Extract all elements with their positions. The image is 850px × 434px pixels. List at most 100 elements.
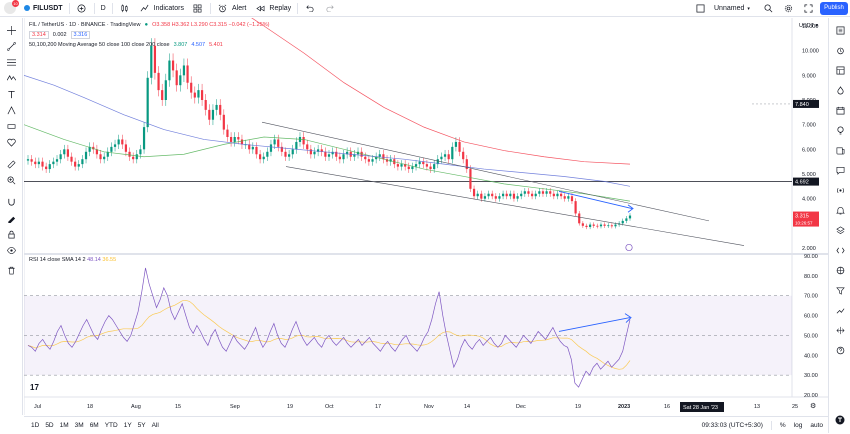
- candle-body: [135, 154, 138, 160]
- crosshair-icon[interactable]: [5, 24, 17, 36]
- replay-button[interactable]: Replay: [250, 0, 295, 17]
- ideas-icon[interactable]: [834, 124, 846, 136]
- time-tick: 13: [754, 404, 760, 410]
- streams-icon[interactable]: [834, 184, 846, 196]
- layout-name-label: Unnamed: [714, 5, 745, 12]
- logo-icon[interactable]: [834, 414, 846, 426]
- pattern-icon[interactable]: [5, 72, 17, 84]
- alerts-icon[interactable]: [834, 44, 846, 56]
- chat-icon[interactable]: [834, 164, 846, 176]
- candle-body: [45, 166, 48, 170]
- auto-toggle[interactable]: auto: [810, 422, 823, 429]
- candle-body: [621, 220, 624, 224]
- pine-icon[interactable]: [834, 244, 846, 256]
- expand-icon[interactable]: [834, 324, 846, 336]
- redo-button[interactable]: [320, 0, 340, 17]
- clock[interactable]: 09:33:03 (UTC+5:30): [701, 422, 763, 429]
- candle-body: [157, 72, 160, 91]
- log-toggle[interactable]: log: [793, 422, 803, 429]
- zoom-in-icon[interactable]: [5, 174, 17, 186]
- chart-type-button[interactable]: [115, 0, 135, 17]
- add-symbol-button[interactable]: [72, 0, 92, 17]
- candle-body: [418, 161, 421, 165]
- trading-panel-icon[interactable]: [834, 304, 846, 316]
- prediction-icon[interactable]: [5, 104, 17, 116]
- candle-body: [512, 193, 516, 199]
- candle-body: [574, 201, 577, 214]
- top-toolbar: 10 FILUSDT D Indicators Alert: [0, 0, 850, 17]
- measure-icon[interactable]: [5, 120, 17, 132]
- data-window-icon[interactable]: [834, 64, 846, 76]
- eye-icon[interactable]: [5, 244, 17, 256]
- rsi-legend: RSI 14 close SMA 14 2 48.14 36.55: [29, 257, 116, 263]
- news-icon[interactable]: [834, 144, 846, 156]
- candle-body: [81, 159, 84, 165]
- trendline-icon[interactable]: [5, 40, 17, 52]
- layout-name[interactable]: Unnamed ▾: [710, 0, 758, 17]
- notifications-icon[interactable]: [834, 204, 846, 216]
- layout-button[interactable]: [690, 0, 710, 17]
- ma-indicator-label: 50,100,200 Moving Average 50 close 100 c…: [29, 42, 170, 48]
- text-icon[interactable]: [5, 88, 17, 100]
- undo-button[interactable]: [300, 0, 320, 17]
- range-5d[interactable]: 5D: [45, 421, 54, 429]
- favorite-icon[interactable]: [5, 136, 17, 148]
- trash-icon[interactable]: [5, 264, 17, 276]
- hotlist-icon[interactable]: [834, 84, 846, 96]
- percent-toggle[interactable]: %: [779, 422, 786, 429]
- candle-body: [480, 193, 483, 199]
- range-3m[interactable]: 3M: [74, 421, 84, 429]
- magnet-icon[interactable]: [5, 196, 17, 208]
- candle-body: [592, 224, 595, 226]
- watchlist-icon[interactable]: [834, 24, 846, 36]
- publish-button[interactable]: Publish: [820, 2, 848, 15]
- screener-icon[interactable]: [834, 284, 846, 296]
- ma200-value: 5.401: [209, 42, 223, 48]
- candle-body: [277, 139, 280, 147]
- alert-button[interactable]: Alert: [213, 0, 250, 17]
- candle-body: [476, 193, 479, 197]
- sell-button[interactable]: 3.314: [29, 31, 49, 39]
- object-tree-icon[interactable]: [834, 264, 846, 276]
- symbol-search[interactable]: FILUSDT: [20, 0, 67, 17]
- candle-body: [411, 166, 414, 170]
- candle-body: [175, 70, 178, 86]
- candle-body: [92, 146, 95, 150]
- range-all[interactable]: All: [151, 421, 159, 429]
- ruler-icon[interactable]: [5, 158, 17, 170]
- search-button[interactable]: [758, 0, 778, 17]
- indicators-button[interactable]: Indicators: [135, 0, 188, 17]
- range-5y[interactable]: 5Y: [137, 421, 146, 429]
- range-ytd[interactable]: YTD: [104, 421, 118, 429]
- candle-body: [150, 45, 153, 78]
- templates-button[interactable]: [188, 0, 208, 17]
- fib-icon[interactable]: [5, 56, 17, 68]
- candle-body: [596, 225, 599, 227]
- candle-body: [291, 149, 294, 155]
- avatar[interactable]: 10: [0, 0, 20, 17]
- layers-icon[interactable]: [834, 224, 846, 236]
- candle-body: [320, 149, 323, 152]
- candle-body: [422, 161, 425, 165]
- candle-body: [34, 161, 37, 165]
- settings-button[interactable]: [778, 0, 798, 17]
- help-icon[interactable]: [834, 344, 846, 356]
- bottom-toolbar: 1D 5D 1M 3M 6M YTD 1Y 5Y All 09:33:03 (UTC+5:30)…: [24, 416, 829, 433]
- candle-body: [487, 193, 490, 197]
- lock-icon[interactable]: [5, 228, 17, 240]
- fullscreen-button[interactable]: [798, 0, 818, 17]
- candle-body: [607, 225, 610, 227]
- calendar-icon[interactable]: [834, 104, 846, 116]
- range-6m[interactable]: 6M: [89, 421, 99, 429]
- stay-in-drawing-icon[interactable]: [5, 212, 17, 224]
- candle-body: [117, 139, 120, 145]
- candle-body: [190, 82, 193, 93]
- price-chart[interactable]: USDT ▾11.00010.0009.0008.0007.0006.0005.…: [24, 18, 829, 415]
- interval-button[interactable]: D: [97, 0, 110, 17]
- buy-button[interactable]: 3.316: [70, 31, 91, 39]
- range-1d[interactable]: 1D: [31, 421, 40, 429]
- range-1m[interactable]: 1M: [59, 421, 69, 429]
- candle-body: [559, 193, 563, 197]
- range-1y[interactable]: 1Y: [123, 421, 132, 429]
- candle-body: [578, 213, 581, 224]
